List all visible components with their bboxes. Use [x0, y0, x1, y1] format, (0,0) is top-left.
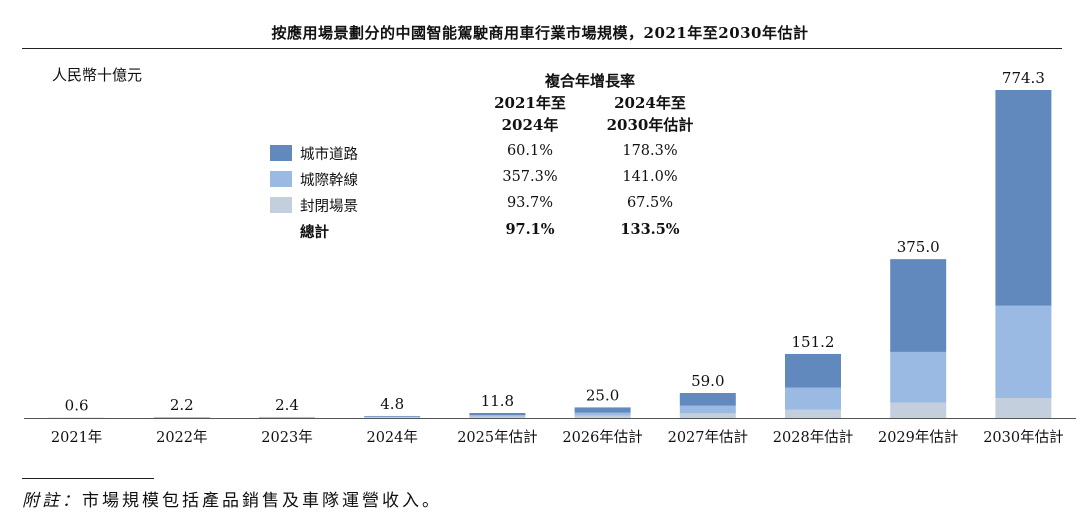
legend-label: 城際幹線	[300, 173, 358, 189]
x-tick-label: 2026年估計	[562, 429, 642, 446]
bar-segment-9-2	[890, 351, 947, 403]
footnote-rule	[22, 478, 154, 479]
legend-cagr1: 60.1%	[506, 143, 554, 159]
bar-segment-9-3	[890, 259, 947, 352]
footnote-text: 市場規模包括產品銷售及車隊運營收入。	[82, 491, 442, 511]
legend-swatch-urban	[270, 145, 292, 161]
legend-cagr2: 141.0%	[622, 169, 678, 185]
bar-total-label: 4.8	[380, 395, 404, 413]
footnote-prefix: 附註：	[22, 491, 82, 511]
bar-total-label: 774.3	[1002, 69, 1045, 87]
bar-total-label: 375.0	[897, 238, 940, 256]
bar-segment-4-1	[364, 417, 421, 418]
x-tick-label: 2023年	[261, 429, 312, 446]
bar-total-label: 2.4	[275, 396, 299, 414]
cagr-col1-line1: 2021年至	[494, 94, 566, 112]
x-tick-label: 2030年估計	[983, 429, 1063, 446]
footnote: 附註：市場規模包括產品銷售及車隊運營收入。	[22, 486, 442, 511]
legend-label: 城市道路	[300, 147, 358, 163]
x-tick-label: 2028年估計	[773, 429, 853, 446]
bar-segment-10-1	[995, 398, 1052, 418]
cagr-col2-line1: 2024年至	[614, 94, 686, 112]
legend-label: 封閉場景	[300, 199, 358, 215]
bar-segment-4-2	[364, 416, 421, 418]
legend-total-label: 總計	[300, 224, 329, 241]
cagr-col2-header: 2024年至 2030年估計	[590, 92, 710, 136]
legend-total-cagr1: 97.1%	[505, 221, 555, 238]
bar-segment-8-1	[785, 409, 841, 418]
legend-row-closed: 封閉場景 93.7% 67.5%	[270, 194, 730, 216]
bar-segment-8-2	[785, 387, 841, 410]
bar-segment-10-2	[995, 305, 1052, 399]
bar-segment-7-1	[679, 413, 736, 418]
legend-row-intercity: 城際幹線 357.3% 141.0%	[270, 168, 730, 190]
x-tick-label: 2022年	[156, 429, 207, 446]
legend-cagr1: 357.3%	[502, 169, 558, 185]
legend-row-urban: 城市道路 60.1% 178.3%	[270, 142, 730, 164]
bar-total-label: 25.0	[586, 386, 619, 404]
legend-cagr2: 178.3%	[622, 143, 678, 159]
bar-total-label: 11.8	[481, 392, 514, 410]
legend-swatch-closed	[270, 197, 292, 213]
bar-segment-7-3	[679, 393, 736, 406]
bar-segment-5-3	[469, 413, 526, 416]
bar-total-label: 2.2	[170, 396, 194, 414]
bar-total-label: 0.6	[65, 397, 89, 415]
cagr-col1-line2: 2024年	[501, 116, 559, 134]
unit-label: 人民幣十億元	[52, 66, 143, 84]
bar-segment-7-2	[679, 405, 736, 414]
x-tick-label: 2029年估計	[878, 429, 958, 446]
bar-total-label: 59.0	[691, 372, 724, 390]
bar-segment-6-3	[574, 407, 631, 413]
legend-cagr2: 67.5%	[626, 195, 674, 211]
legend-table: 複合年增長率 2021年至 2024年 2024年至 2030年估計 城市道路 …	[270, 70, 730, 250]
x-tick-label: 2027年估計	[668, 429, 748, 446]
bar-segment-4-3	[364, 415, 421, 417]
legend-row-total: 總計 97.1% 133.5%	[270, 220, 730, 242]
bar-segment-9-1	[890, 402, 947, 418]
bar-segment-6-2	[574, 412, 631, 416]
legend-swatch-intercity	[270, 171, 292, 187]
bar-segment-5-2	[469, 415, 526, 417]
legend-cagr1: 93.7%	[506, 195, 554, 211]
bar-segment-8-3	[785, 353, 841, 388]
title-rule	[22, 48, 1062, 49]
chart-title: 按應用場景劃分的中國智能駕駛商用車行業市場規模，2021年至2030年估計	[271, 24, 809, 42]
cagr-header: 複合年增長率	[544, 72, 635, 90]
cagr-col1-header: 2021年至 2024年	[470, 92, 590, 136]
legend-total-cagr2: 133.5%	[620, 221, 680, 238]
cagr-col2-line2: 2030年估計	[606, 116, 694, 134]
x-tick-label: 2025年估計	[457, 429, 537, 446]
x-tick-label: 2024年	[366, 429, 417, 446]
bar-segment-10-3	[995, 90, 1052, 306]
x-tick-label: 2021年	[51, 429, 102, 446]
bar-segment-5-1	[469, 416, 526, 418]
bar-total-label: 151.2	[792, 333, 835, 351]
bar-segment-6-1	[574, 415, 631, 418]
